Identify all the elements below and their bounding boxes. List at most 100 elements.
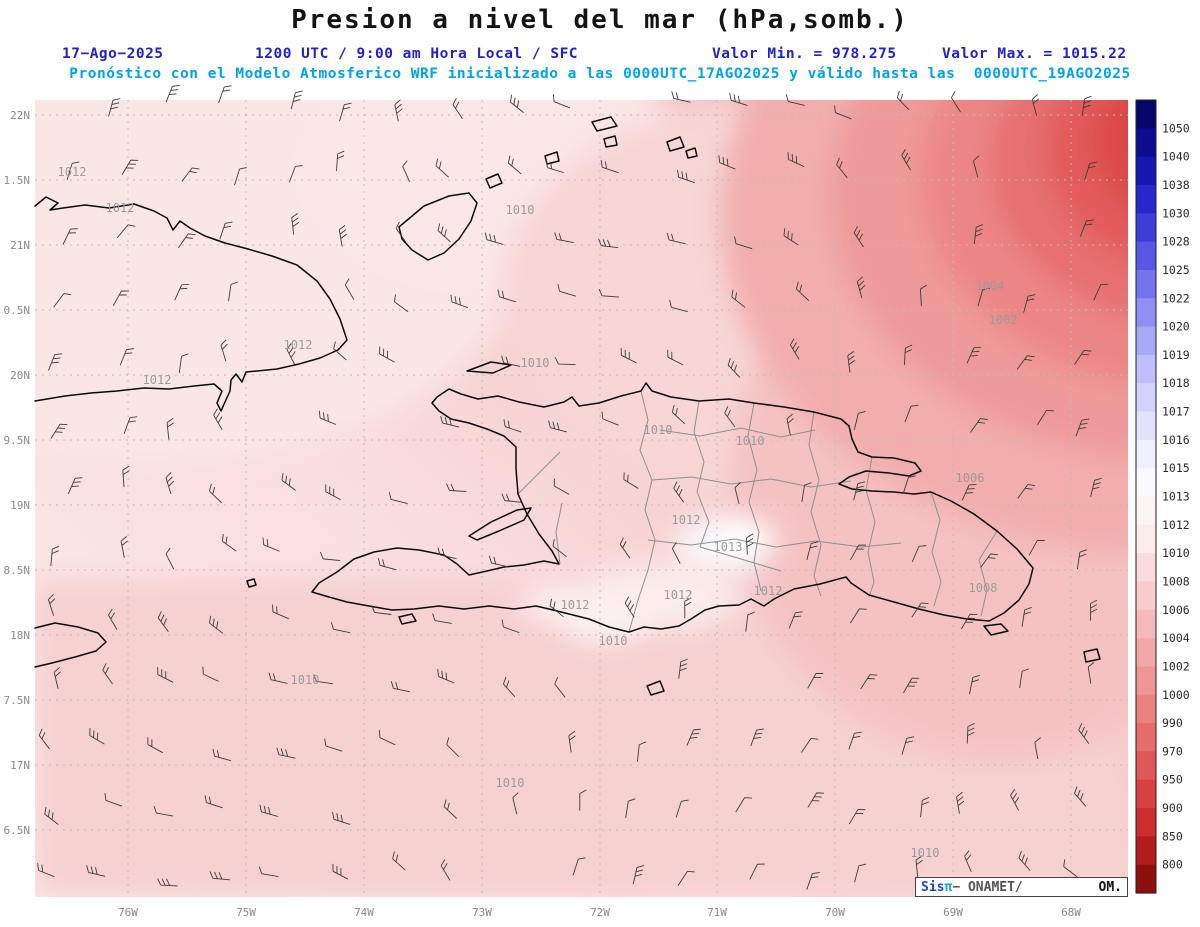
contour-label: 1010 bbox=[599, 634, 628, 648]
colorbar-cell bbox=[1136, 213, 1156, 243]
colorbar-cell bbox=[1136, 638, 1156, 668]
wind-barb bbox=[554, 676, 566, 698]
wind-barb bbox=[675, 799, 689, 818]
wind-barb bbox=[484, 232, 504, 245]
wind-barb bbox=[1087, 662, 1095, 684]
wind-barb bbox=[318, 410, 336, 425]
wind-barb bbox=[1023, 294, 1036, 313]
valid-time: 1200 UTC / 9:00 am Hora Local / SFC bbox=[255, 46, 579, 62]
wind-barb bbox=[123, 416, 138, 434]
wind-barb bbox=[37, 862, 55, 878]
wind-barb bbox=[834, 105, 852, 120]
colorbar-label: 1016 bbox=[1162, 433, 1190, 447]
colorbar-cell bbox=[1136, 326, 1156, 356]
colorbar-label: 990 bbox=[1162, 716, 1183, 730]
wind-barb bbox=[86, 865, 106, 877]
wind-barb bbox=[38, 728, 50, 750]
coastlines bbox=[34, 116, 1101, 696]
colorbar-label: 1004 bbox=[1162, 631, 1190, 645]
lon-tick-label: 73W bbox=[472, 906, 492, 919]
colorbar-cell bbox=[1136, 581, 1156, 611]
wind-barb bbox=[549, 598, 564, 618]
wind-barb bbox=[729, 92, 748, 106]
model-info-line: Pronóstico con el Modelo Atmosferico WRF… bbox=[69, 66, 1131, 82]
wind-barb bbox=[915, 855, 923, 877]
colorbar-label: 850 bbox=[1162, 829, 1183, 843]
wind-barb bbox=[956, 791, 965, 814]
colorbar-cell bbox=[1136, 383, 1156, 413]
wind-barb bbox=[507, 155, 522, 175]
wind-barb bbox=[724, 406, 736, 428]
wind-barb bbox=[209, 615, 224, 634]
page-title: Presion a nivel del mar (hPa,somb.) bbox=[291, 5, 909, 35]
wind-barb bbox=[147, 737, 164, 754]
contour-label: 1010 bbox=[506, 203, 535, 217]
wind-barb bbox=[970, 418, 988, 433]
wind-barb bbox=[902, 475, 916, 494]
wind-barb bbox=[677, 169, 695, 184]
colorbar-label: 1025 bbox=[1162, 263, 1190, 277]
wind-barb bbox=[291, 213, 300, 235]
wind-barb bbox=[789, 338, 800, 360]
wind-barb bbox=[977, 287, 990, 307]
colorbar-label: 1010 bbox=[1162, 546, 1190, 560]
lat-tick-label: 20N bbox=[10, 369, 30, 382]
wind-barb bbox=[734, 482, 741, 505]
watermark-suffix: OM. bbox=[1098, 879, 1122, 895]
wind-barb bbox=[394, 294, 409, 313]
coastline-beata-island bbox=[646, 680, 665, 696]
wind-barb bbox=[435, 158, 449, 178]
wind-barb bbox=[856, 276, 866, 299]
lat-tick-label: 22N bbox=[10, 109, 30, 122]
wind-barb bbox=[964, 850, 972, 873]
wind-barb bbox=[1031, 94, 1040, 116]
coastline-hispaniola bbox=[311, 382, 1034, 633]
wind-barb bbox=[446, 483, 467, 493]
wind-barb bbox=[1076, 549, 1087, 570]
colorbar-cell bbox=[1136, 751, 1156, 781]
wind-barb bbox=[1074, 786, 1087, 807]
wind-barb bbox=[395, 221, 407, 243]
colorbar-cell bbox=[1136, 609, 1156, 639]
wind-barb bbox=[44, 806, 59, 825]
colorbar-label: 1013 bbox=[1162, 490, 1190, 504]
wind-barb bbox=[847, 350, 856, 373]
wind-barb bbox=[104, 793, 123, 807]
wind-barb bbox=[850, 544, 866, 561]
colorbar-label: 1017 bbox=[1162, 405, 1190, 419]
wind-barb bbox=[1028, 539, 1045, 556]
contour-label: 1012 bbox=[284, 338, 313, 352]
wind-barb bbox=[669, 299, 688, 313]
wind-barb bbox=[853, 226, 864, 248]
wind-barb bbox=[333, 341, 347, 361]
wind-barb bbox=[390, 681, 411, 693]
wind-barb bbox=[553, 478, 570, 495]
watermark-sispi: Sis bbox=[921, 879, 945, 895]
wind-barb bbox=[379, 346, 395, 363]
wind-barb bbox=[836, 157, 848, 179]
coastline-cuba bbox=[34, 196, 348, 412]
pressure-shading bbox=[35, 100, 1128, 897]
wind-barb bbox=[276, 747, 296, 759]
wind-barb bbox=[1078, 723, 1090, 744]
wind-barb bbox=[208, 483, 223, 504]
wind-barb bbox=[271, 604, 289, 620]
wind-barb bbox=[178, 233, 196, 249]
wind-barb bbox=[734, 236, 753, 250]
colorbar-label: 800 bbox=[1162, 858, 1183, 872]
wind-barb bbox=[854, 863, 867, 883]
wind-barb bbox=[601, 411, 619, 426]
wind-barb bbox=[973, 224, 984, 245]
graticule-grid-lines bbox=[35, 100, 1128, 897]
wind-barb bbox=[153, 805, 174, 817]
colorbar-label: 1006 bbox=[1162, 603, 1190, 617]
wind-barb bbox=[388, 492, 408, 504]
wind-barb bbox=[903, 344, 913, 366]
wind-barb bbox=[718, 155, 736, 170]
wind-barb bbox=[262, 537, 280, 552]
wind-barb bbox=[371, 605, 392, 615]
wind-barb bbox=[330, 622, 351, 634]
colorbar-cell bbox=[1136, 241, 1156, 271]
colorbar-label: 1012 bbox=[1162, 518, 1190, 532]
watermark-org: − ONAMET/ bbox=[952, 879, 1023, 895]
